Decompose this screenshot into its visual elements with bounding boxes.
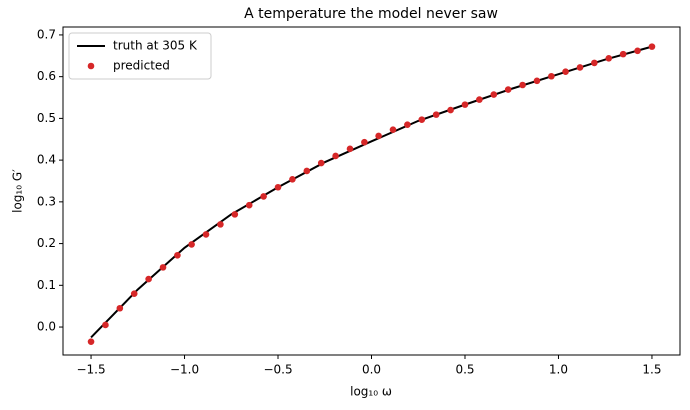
point — [289, 176, 296, 183]
point — [605, 54, 613, 62]
chart-title: A temperature the model never saw — [244, 6, 498, 22]
point — [418, 116, 426, 123]
x-tick-label: −1.5 — [76, 363, 105, 377]
x-axis-label: log₁₀ ω — [350, 385, 392, 399]
point — [346, 145, 354, 153]
point — [490, 91, 498, 98]
point — [245, 201, 253, 209]
point — [634, 47, 641, 55]
point — [576, 64, 584, 71]
legend-label: truth at 305 K — [113, 39, 198, 53]
point — [389, 126, 397, 133]
y-tick-label: 0.0 — [37, 320, 56, 334]
point — [174, 251, 181, 259]
point — [476, 96, 483, 103]
point — [548, 72, 555, 80]
y-tick-label: 0.3 — [37, 194, 56, 208]
y-tick-label: 0.7 — [37, 27, 56, 41]
point — [159, 264, 167, 271]
point — [188, 241, 195, 248]
point — [461, 101, 469, 108]
point — [648, 43, 656, 50]
x-tick-label: 1.5 — [642, 363, 661, 377]
x-tick-label: 0.5 — [455, 363, 474, 377]
x-tick-label: 0.0 — [362, 363, 381, 377]
point — [231, 211, 239, 218]
point — [87, 338, 95, 345]
point — [519, 81, 526, 89]
y-axis-label: log₁₀ G′ — [11, 169, 25, 213]
point — [102, 321, 109, 329]
point — [317, 159, 325, 167]
point — [303, 167, 311, 175]
y-tick-label: 0.2 — [37, 236, 56, 250]
point — [260, 193, 267, 200]
x-tick-label: 1.0 — [549, 363, 568, 377]
plot-frame — [62, 26, 681, 356]
x-tick-label: −0.5 — [263, 363, 292, 377]
point — [274, 183, 282, 191]
point — [562, 68, 569, 75]
point — [361, 138, 368, 146]
point — [533, 77, 541, 85]
y-tick-label: 0.4 — [37, 153, 56, 167]
point — [116, 304, 124, 312]
point — [591, 59, 598, 67]
y-tick-label: 0.1 — [37, 278, 56, 292]
point — [504, 86, 512, 93]
point — [404, 121, 411, 128]
point — [130, 290, 138, 297]
point — [619, 50, 627, 58]
legend-marker — [87, 62, 95, 70]
point — [447, 106, 454, 114]
y-tick-label: 0.6 — [37, 69, 56, 83]
x-tick-label: −1.0 — [170, 363, 199, 377]
legend-box — [68, 32, 212, 80]
point — [145, 275, 152, 283]
point — [202, 231, 210, 238]
point — [375, 132, 382, 140]
point — [432, 111, 440, 118]
truth-line — [90, 45, 653, 339]
point — [217, 221, 224, 228]
y-tick-label: 0.5 — [37, 111, 56, 125]
legend-label: predicted — [113, 59, 170, 73]
point — [332, 152, 339, 160]
